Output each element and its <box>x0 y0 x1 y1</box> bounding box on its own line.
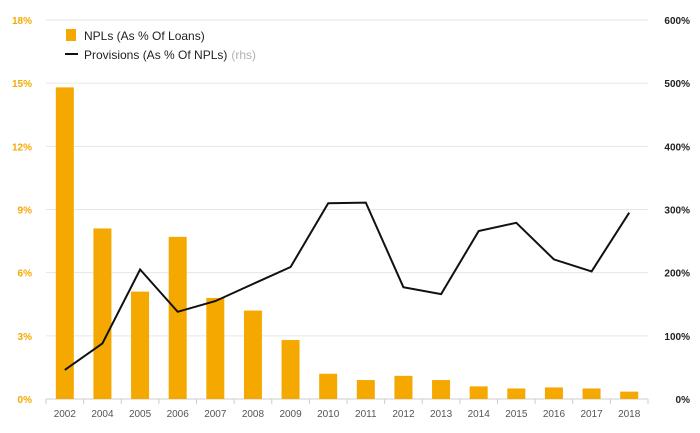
legend-label-provisions: Provisions (As % Of NPLs) <box>84 48 227 62</box>
x-axis: 2002 2004 2005 2006 2007 2008 2009 2010 2011 2012… <box>45 399 649 420</box>
x-tick-label: 2005 <box>129 409 152 420</box>
y-left-tick-label: 0% <box>18 395 33 406</box>
x-tick-label: 2004 <box>91 409 114 420</box>
bar-2006 <box>168 236 187 399</box>
y-left-tick-label: 9% <box>18 206 33 217</box>
y-axis-left: 0% 3% 6% 9% 12% 15% 18% <box>12 16 32 406</box>
bar-2015 <box>507 388 526 399</box>
y-right-tick-label: 100% <box>664 332 690 343</box>
legend-label-rhs: (rhs) <box>231 48 256 62</box>
x-tick-label: 2016 <box>543 409 566 420</box>
bar-2013 <box>432 380 451 399</box>
x-tick-label: 2012 <box>392 409 415 420</box>
x-tick-label: 2015 <box>505 409 528 420</box>
x-tick-label: 2010 <box>317 409 340 420</box>
y-axis-right: 0% 100% 200% 300% 400% 500% 600% <box>664 16 690 406</box>
bar-2016 <box>544 387 563 399</box>
bar-2002 <box>55 87 74 399</box>
bar-2008 <box>243 310 262 399</box>
x-tick-label: 2002 <box>54 409 77 420</box>
x-tick-label: 2007 <box>204 409 227 420</box>
y-right-tick-label: 300% <box>664 206 690 217</box>
bar-2012 <box>394 375 413 399</box>
y-right-tick-label: 400% <box>664 142 690 153</box>
y-right-tick-label: 500% <box>664 79 690 90</box>
legend-swatch-npls <box>66 29 76 41</box>
legend: NPLs (As % Of Loans) Provisions (As % Of… <box>65 29 256 62</box>
x-tick-label: 2018 <box>618 409 641 420</box>
bar-2007 <box>206 297 225 399</box>
y-left-tick-label: 6% <box>18 269 33 280</box>
y-right-tick-label: 0% <box>676 395 691 406</box>
legend-label-npls: NPLs (As % Of Loans) <box>84 29 205 43</box>
x-tick-label: 2009 <box>279 409 302 420</box>
bar-2010 <box>319 373 338 399</box>
bar-2018 <box>620 391 639 399</box>
x-tick-label: 2017 <box>580 409 603 420</box>
bar-2011 <box>356 380 375 399</box>
bar-2017 <box>582 388 601 399</box>
y-right-tick-label: 600% <box>664 16 690 27</box>
bar-2009 <box>281 340 300 399</box>
y-left-tick-label: 3% <box>18 332 33 343</box>
x-tick-label: 2008 <box>242 409 265 420</box>
bar-series-npls <box>55 87 639 399</box>
x-tick-label: 2011 <box>355 409 377 420</box>
y-left-tick-label: 12% <box>12 142 32 153</box>
y-left-tick-label: 15% <box>12 79 32 90</box>
line-series-provisions <box>64 201 631 371</box>
y-left-tick-label: 18% <box>12 16 32 27</box>
bar-2005 <box>131 291 150 399</box>
y-right-tick-label: 200% <box>664 269 690 280</box>
x-tick-label: 2006 <box>167 409 190 420</box>
legend-label-provisions-group: Provisions (As % Of NPLs) (rhs) <box>84 48 256 62</box>
x-tick-label: 2013 <box>430 409 453 420</box>
bar-2004 <box>93 228 112 399</box>
bar-2014 <box>469 386 488 399</box>
provisions-line <box>64 201 631 371</box>
x-tick-label: 2014 <box>468 409 491 420</box>
